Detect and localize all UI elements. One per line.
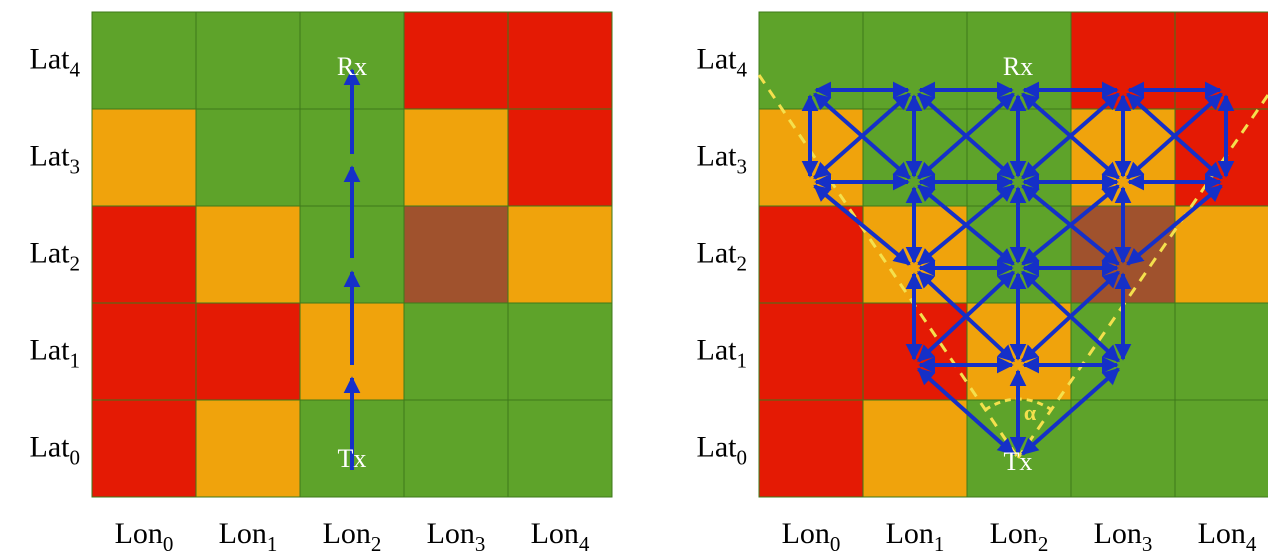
grid-cell-r3-c0 (91, 302, 197, 401)
grid-cell-r2-c0 (91, 205, 197, 304)
graph-edge-43 (1021, 367, 1120, 456)
grid-cell-r3-c4 (507, 302, 613, 401)
col-label-4: Lon4 (1198, 517, 1257, 556)
grid-cell-r4-c1 (862, 399, 968, 498)
grid-cell-r0-c3 (403, 11, 509, 110)
grid-cell-r2-c3 (403, 205, 509, 304)
right-grid (758, 11, 1268, 498)
grid-cell-r4-c0 (91, 399, 197, 498)
grid-cell-r4-c3 (1070, 399, 1176, 498)
grid-cell-r2-c0 (758, 205, 864, 304)
col-label-0: Lon0 (115, 517, 174, 556)
grid-cell-r4-c1 (195, 399, 301, 498)
graph-edge-36 (1021, 184, 1120, 266)
col-label-2: Lon2 (323, 517, 382, 556)
row-label-4: Lat0 (697, 431, 747, 470)
right-col-labels: Lon0 Lon1 Lon2 Lon3 Lon4 (782, 517, 1257, 556)
graph-edge-34 (917, 184, 1015, 266)
grid-cell-r1-c4 (507, 108, 613, 207)
grid-cell-r0-c3 (1070, 11, 1176, 110)
grid-cell-r1-c1 (195, 108, 301, 207)
graph-edge-32 (813, 184, 911, 266)
row-label-0: Lat4 (697, 43, 748, 82)
graph-edge-39 (917, 270, 1015, 363)
left-col-labels: Lon0 Lon1 Lon2 Lon3 Lon4 (115, 517, 590, 556)
grid-cell-r3-c1 (195, 302, 301, 401)
row-label-4: Lat0 (30, 431, 80, 470)
graph-edge-25 (813, 92, 911, 180)
grid-cell-r1-c3 (403, 108, 509, 207)
right-rx-label: Rx (1003, 52, 1033, 81)
row-label-2: Lat2 (697, 237, 747, 276)
grid-cell-r4-c4 (1174, 399, 1268, 498)
grid-cell-r0-c0 (758, 11, 864, 110)
grid-cell-r2-c1 (195, 205, 301, 304)
graph-edge-37 (1126, 184, 1223, 266)
grid-cell-r4-c4 (507, 399, 613, 498)
row-label-3: Lat1 (697, 334, 747, 373)
grid-cell-r0-c1 (862, 11, 968, 110)
graph-edge-42 (917, 367, 1015, 456)
graph-edge-27 (917, 92, 1015, 180)
graph-edge-31 (1126, 92, 1223, 180)
graph-edge-29 (1021, 92, 1120, 180)
left-rx-label: Rx (337, 52, 367, 81)
col-label-2: Lon2 (990, 517, 1049, 556)
left-row-labels: Lat4 Lat3 Lat2 Lat1 Lat0 (30, 43, 81, 470)
cone-angle-label: α (1024, 400, 1037, 425)
row-label-3: Lat1 (30, 334, 80, 373)
row-label-0: Lat4 (30, 43, 81, 82)
col-label-3: Lon3 (427, 517, 486, 556)
left-tx-label: Tx (338, 444, 367, 473)
right-graph-edges (801, 81, 1235, 456)
grid-cell-r4-c3 (403, 399, 509, 498)
graph-edge-41 (1021, 270, 1120, 363)
col-label-1: Lon1 (219, 517, 278, 556)
grid-cell-r3-c0 (758, 302, 864, 401)
col-label-4: Lon4 (531, 517, 590, 556)
grid-cell-r3-c4 (1174, 302, 1268, 401)
col-label-1: Lon1 (886, 517, 945, 556)
grid-cell-r0-c1 (195, 11, 301, 110)
row-label-2: Lat2 (30, 237, 80, 276)
grid-cell-r2-c4 (1174, 205, 1268, 304)
col-label-3: Lon3 (1094, 517, 1153, 556)
grid-cell-r1-c0 (91, 108, 197, 207)
grid-cell-r3-c3 (403, 302, 509, 401)
left-grid (91, 11, 613, 498)
grid-cell-r4-c0 (758, 399, 864, 498)
grid-cell-r0-c2 (299, 11, 405, 110)
col-label-0: Lon0 (782, 517, 841, 556)
grid-cell-r2-c4 (507, 205, 613, 304)
right-row-labels: Lat4 Lat3 Lat2 Lat1 Lat0 (697, 43, 748, 470)
grid-cell-r0-c4 (507, 11, 613, 110)
row-label-1: Lat3 (697, 140, 747, 179)
grid-cell-r0-c0 (91, 11, 197, 110)
right-tx-label: Tx (1004, 447, 1033, 476)
row-label-1: Lat3 (30, 140, 80, 179)
